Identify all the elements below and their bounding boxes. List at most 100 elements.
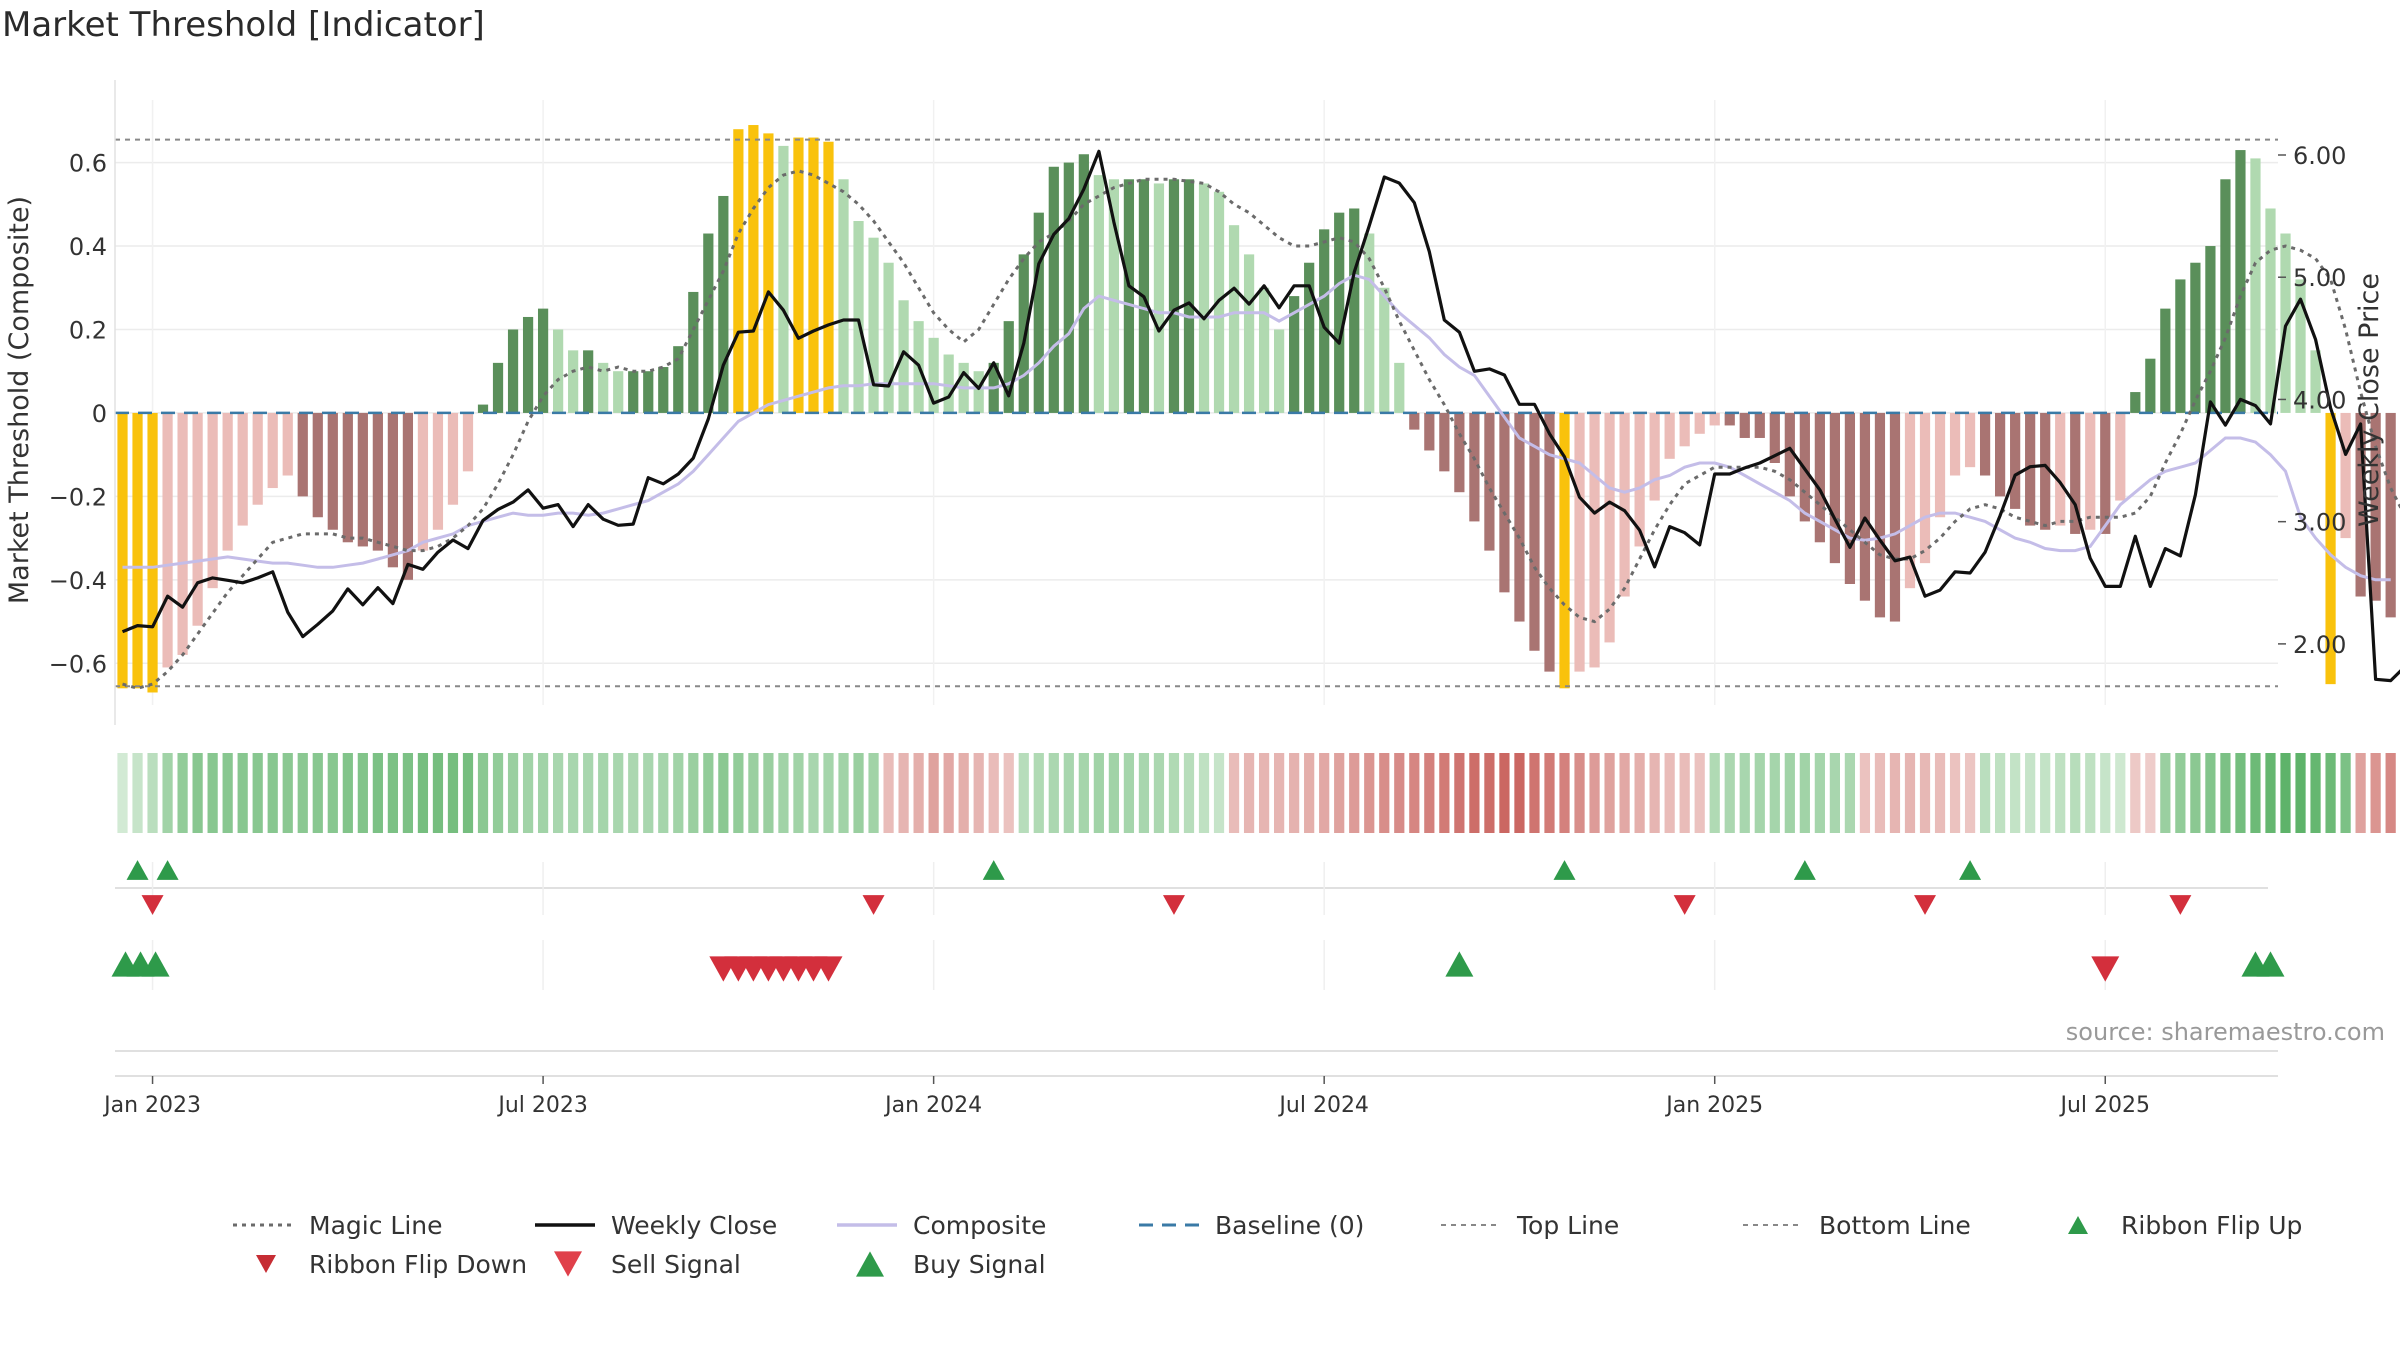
ribbon-cell <box>417 753 429 833</box>
legend-swatch <box>256 1255 276 1273</box>
x-tick-label: Jan 2023 <box>102 1093 201 1118</box>
ribbon-cell <box>2085 753 2096 833</box>
ribbon-flip-down-marker <box>141 895 164 915</box>
ribbon-cell <box>898 753 909 833</box>
ribbon-cell <box>1709 753 1720 833</box>
ribbon-cell <box>583 753 594 833</box>
ribbon-cell <box>1033 753 1044 833</box>
composite-bar <box>1844 412 1856 584</box>
ribbon-strip <box>117 753 2396 833</box>
composite-bar <box>1514 412 1525 622</box>
ribbon-cell <box>1979 753 1991 833</box>
composite-bar <box>2190 262 2201 413</box>
ribbon-cell <box>568 753 579 833</box>
composite-bar <box>1409 412 1420 430</box>
composite-bar <box>1619 412 1630 597</box>
ribbon-cell <box>2265 753 2276 833</box>
composite-bar <box>1559 412 1570 689</box>
legend-label: Magic Line <box>309 1211 443 1240</box>
composite-bar <box>237 412 248 526</box>
composite-bar <box>1634 412 1645 547</box>
composite-bar <box>522 316 534 413</box>
composite-bar <box>673 346 684 413</box>
ribbon-cell <box>1844 753 1856 833</box>
buy-signal-marker <box>1445 951 1474 977</box>
ribbon-cell <box>1334 753 1345 833</box>
composite-bar <box>1048 166 1059 413</box>
composite-bar <box>2205 246 2216 413</box>
ribbon-cell <box>1949 753 1961 833</box>
composite-bar <box>1349 208 1360 413</box>
ribbon-cell <box>1168 753 1180 833</box>
composite-bar <box>1739 412 1750 438</box>
ribbon-cell <box>222 753 233 833</box>
x-tick-label: Jan 2024 <box>883 1093 982 1118</box>
ribbon-cell <box>1439 753 1450 833</box>
composite-bar <box>1919 412 1931 564</box>
composite-bar <box>973 371 984 413</box>
composite-bar <box>372 412 383 551</box>
ribbon-cell <box>1153 753 1165 833</box>
composite-bar <box>1243 254 1255 413</box>
ribbon-cell <box>823 753 834 833</box>
ribbon-cell <box>1198 753 1210 833</box>
composite-bar <box>1123 179 1135 413</box>
composite-bar <box>2160 308 2171 413</box>
composite-bar <box>1304 262 1315 413</box>
composite-bar <box>868 237 879 413</box>
ribbon-cell <box>387 753 398 833</box>
sell-signal-marker <box>2091 956 2120 982</box>
ribbon-cell <box>1529 753 1540 833</box>
composite-bar <box>2130 392 2141 413</box>
ribbon-cell <box>1604 753 1615 833</box>
ribbon-cell <box>913 753 924 833</box>
composite-bar <box>1499 412 1510 593</box>
ribbon-cell <box>748 753 759 833</box>
composite-bar <box>1319 229 1330 413</box>
composite-bar <box>1874 412 1886 618</box>
ribbon-cell <box>973 753 984 833</box>
composite-bar <box>1153 183 1165 413</box>
ribbon-flip-up-marker <box>156 860 179 880</box>
composite-bar <box>883 262 894 413</box>
ribbon-cell <box>838 753 849 833</box>
composite-bar <box>1454 412 1465 493</box>
legend-label: Composite <box>913 1211 1046 1240</box>
y-axis-left-label: Market Threshold (Composite) <box>4 196 35 604</box>
composite-bar <box>2115 412 2126 501</box>
composite-bar <box>2085 412 2096 530</box>
composite-bar <box>327 412 338 530</box>
legend-label: Sell Signal <box>611 1250 741 1279</box>
ribbon-cell <box>357 753 368 833</box>
legend-label: Ribbon Flip Up <box>2121 1211 2302 1240</box>
composite-bar <box>2055 412 2066 526</box>
composite-bar <box>2370 412 2381 601</box>
ribbon-cell <box>1243 753 1255 833</box>
composite-bar <box>2265 208 2276 413</box>
legend-label: Weekly Close <box>611 1211 777 1240</box>
ribbon-cell <box>1829 753 1840 833</box>
ribbon-cell <box>1664 753 1675 833</box>
composite-bar <box>252 412 263 505</box>
ribbon-cell <box>1304 753 1315 833</box>
ribbon-cell <box>2385 753 2396 833</box>
ribbon-flip-up-marker <box>1959 860 1982 880</box>
ribbon-flip-down-marker <box>1914 895 1937 915</box>
composite-bar <box>417 412 429 551</box>
legend-item-composite: Composite <box>837 1211 1046 1240</box>
ribbon-cell <box>628 753 639 833</box>
ribbon-cell <box>1679 753 1690 833</box>
composite-bar <box>1979 412 1991 476</box>
composite-bar <box>432 412 444 530</box>
ribbon-cell <box>2340 753 2351 833</box>
series-lines <box>121 149 2400 690</box>
legend-item-magic: Magic Line <box>233 1211 443 1240</box>
ribbon-cell <box>1484 753 1495 833</box>
ribbon-cell <box>928 753 939 833</box>
y-tick-right-label: 3.00 <box>2293 509 2346 537</box>
composite-bar <box>1183 179 1195 413</box>
composite-bar <box>1784 412 1795 497</box>
legend-item-flipup: Ribbon Flip Up <box>2068 1211 2302 1240</box>
signal-panels <box>111 860 2285 1077</box>
